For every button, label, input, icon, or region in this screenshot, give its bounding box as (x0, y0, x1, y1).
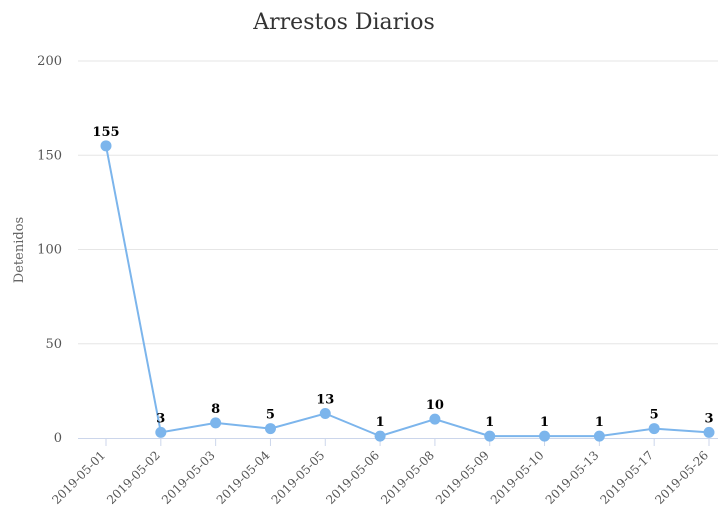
data-label: 3 (156, 411, 165, 426)
data-point[interactable] (210, 417, 222, 429)
data-point[interactable] (155, 426, 167, 438)
series-line (105, 145, 710, 438)
y-tick-label: 50 (45, 337, 62, 352)
data-labels: 155 3 8 5 13 1 10 1 1 1 5 3 (92, 125, 713, 430)
data-label: 10 (426, 398, 444, 413)
data-label: 5 (650, 408, 659, 423)
x-tick-label: 2019-05-05 (269, 448, 328, 507)
x-tick-label: 2019-05-06 (323, 448, 382, 507)
data-point[interactable] (264, 423, 276, 435)
data-point[interactable] (593, 430, 605, 442)
y-axis-ticks: 0 50 100 150 200 (37, 54, 62, 446)
y-tick-label: 100 (37, 243, 62, 258)
data-point[interactable] (648, 423, 660, 435)
x-tick-label: 2019-05-01 (49, 448, 108, 507)
data-label: 1 (595, 415, 604, 430)
data-label: 13 (316, 392, 334, 407)
x-tick-label: 2019-05-17 (597, 448, 656, 507)
data-point[interactable] (484, 430, 496, 442)
data-point[interactable] (100, 140, 112, 152)
x-tick-label: 2019-05-03 (159, 448, 218, 507)
data-label: 8 (211, 402, 220, 417)
data-point[interactable] (429, 413, 441, 425)
x-tick-label: 2019-05-04 (214, 448, 273, 507)
chart-title: Arrestos Diarios (252, 10, 434, 35)
y-tick-label: 200 (37, 54, 62, 69)
data-point[interactable] (319, 407, 331, 419)
x-tick-label: 2019-05-10 (488, 448, 547, 507)
x-tick-label: 2019-05-09 (433, 448, 492, 507)
data-label: 5 (266, 408, 275, 423)
data-point[interactable] (539, 430, 551, 442)
y-axis-label: Detenidos (12, 217, 27, 283)
data-points (100, 140, 715, 442)
x-axis-ticks: 2019-05-012019-05-022019-05-032019-05-04… (49, 438, 711, 507)
x-tick-label: 2019-05-02 (104, 448, 163, 507)
data-label: 1 (485, 415, 494, 430)
y-tick-label: 150 (37, 148, 62, 163)
data-label: 155 (92, 125, 119, 140)
x-tick-label: 2019-05-13 (543, 448, 602, 507)
data-label: 1 (376, 415, 385, 430)
data-label: 3 (704, 411, 713, 426)
x-tick-label: 2019-05-08 (378, 448, 437, 507)
gridlines (78, 60, 718, 345)
data-label: 1 (540, 415, 549, 430)
data-point[interactable] (374, 430, 386, 442)
data-point[interactable] (703, 426, 715, 438)
y-tick-label: 0 (54, 431, 62, 446)
x-tick-label: 2019-05-26 (652, 448, 711, 507)
